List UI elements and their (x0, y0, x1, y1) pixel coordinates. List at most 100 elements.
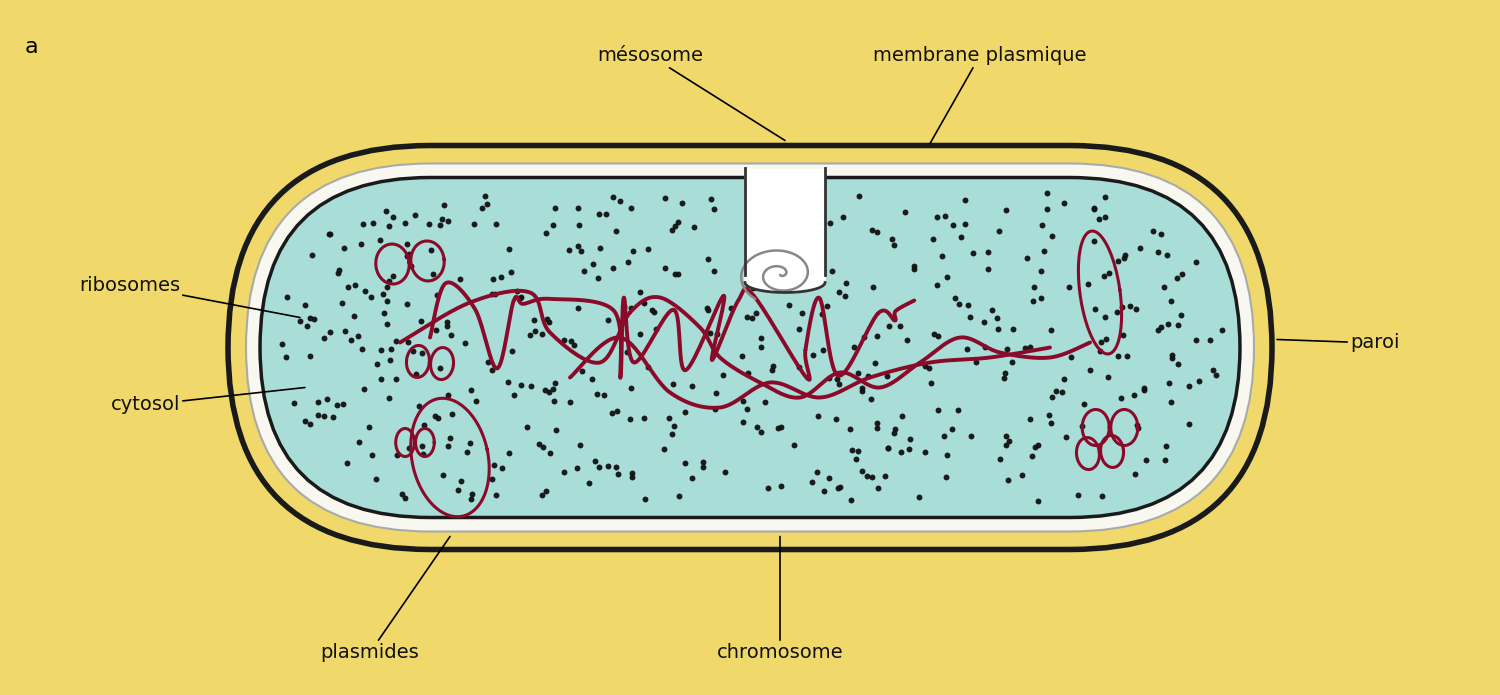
Point (758, 258, 782, 269)
Point (411, 419, 435, 430)
Point (1030, 219, 1054, 230)
Point (674, 407, 698, 418)
Point (702, 203, 726, 214)
Point (894, 206, 918, 218)
Point (326, 399, 350, 410)
Point (530, 489, 554, 500)
Point (292, 300, 316, 311)
Point (916, 362, 940, 373)
Point (1158, 295, 1182, 306)
Point (368, 234, 392, 245)
Point (651, 443, 675, 455)
Point (1094, 192, 1118, 203)
FancyBboxPatch shape (246, 163, 1254, 532)
FancyBboxPatch shape (228, 145, 1272, 550)
Point (438, 432, 462, 443)
Point (1110, 302, 1134, 313)
Point (1023, 281, 1047, 293)
Point (902, 263, 926, 275)
Point (1132, 382, 1156, 393)
Point (1112, 329, 1136, 341)
Point (1154, 455, 1178, 466)
Point (1124, 468, 1148, 480)
Point (531, 442, 555, 453)
Point (735, 404, 759, 415)
Point (514, 421, 538, 432)
Point (462, 218, 486, 229)
Point (644, 323, 668, 334)
Point (526, 439, 550, 450)
Point (440, 329, 464, 340)
Point (435, 316, 459, 327)
Point (888, 321, 912, 332)
Point (435, 440, 459, 451)
Point (1146, 325, 1170, 336)
Point (375, 318, 399, 329)
Point (376, 221, 400, 232)
Point (1026, 439, 1050, 450)
Point (518, 329, 542, 340)
Point (542, 219, 566, 230)
Point (1178, 381, 1202, 392)
Point (570, 365, 594, 376)
Point (580, 373, 604, 384)
Point (496, 376, 520, 387)
Point (1126, 423, 1150, 434)
Point (597, 461, 621, 472)
Text: a: a (26, 37, 39, 57)
Point (393, 218, 417, 229)
Point (567, 220, 591, 231)
Point (662, 378, 686, 389)
Point (1160, 350, 1184, 361)
Point (326, 267, 350, 278)
Point (864, 423, 888, 434)
Point (300, 249, 324, 260)
Point (534, 228, 558, 239)
Point (1058, 281, 1082, 293)
Point (666, 216, 690, 227)
Point (534, 486, 558, 497)
Point (800, 477, 824, 488)
Point (711, 369, 735, 380)
Point (372, 308, 396, 319)
Point (1000, 357, 1024, 368)
Point (1035, 204, 1059, 215)
Point (509, 293, 532, 304)
Point (897, 434, 921, 445)
Point (306, 410, 330, 421)
Point (519, 380, 543, 391)
Point (862, 358, 886, 369)
Point (302, 313, 326, 325)
Point (705, 329, 729, 340)
Point (423, 411, 447, 422)
Point (873, 471, 897, 482)
Point (934, 450, 958, 461)
Point (381, 270, 405, 281)
Point (1108, 392, 1132, 403)
Text: plasmides: plasmides (321, 537, 450, 662)
Point (1113, 249, 1137, 260)
Point (453, 338, 477, 349)
Point (1082, 235, 1106, 246)
Point (939, 423, 963, 434)
Point (374, 206, 398, 217)
Point (748, 332, 772, 343)
Point (552, 334, 576, 345)
Point (436, 390, 460, 401)
Point (411, 441, 435, 452)
Point (342, 310, 366, 321)
Point (464, 395, 488, 407)
Point (429, 213, 453, 224)
Point (974, 341, 998, 352)
Point (856, 370, 880, 381)
Point (532, 384, 556, 395)
Point (740, 312, 764, 323)
Point (1094, 333, 1118, 344)
Point (482, 273, 506, 284)
Point (1059, 352, 1083, 363)
Point (1166, 359, 1190, 370)
Point (846, 445, 870, 457)
Point (596, 314, 619, 325)
Point (1149, 229, 1173, 240)
Point (396, 251, 420, 262)
